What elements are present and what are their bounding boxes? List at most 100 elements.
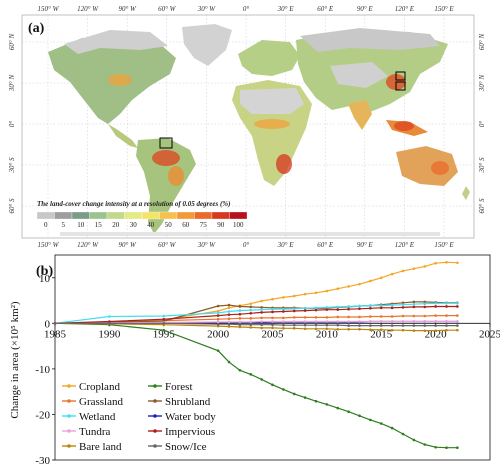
data-point	[249, 302, 253, 306]
data-point	[369, 418, 372, 422]
data-point	[423, 320, 427, 323]
data-point	[292, 307, 296, 311]
legend-swatch-marker	[67, 414, 71, 418]
data-point	[456, 261, 459, 265]
siberia-shape	[300, 28, 440, 52]
data-point	[271, 326, 274, 330]
data-point	[336, 287, 340, 291]
series-grassland	[53, 314, 459, 325]
colorbar-cell	[211, 211, 230, 220]
data-point	[336, 327, 340, 331]
data-point	[412, 302, 416, 306]
colorbar-tick-label: 90	[217, 221, 225, 229]
data-point	[358, 320, 361, 323]
data-point	[358, 315, 361, 319]
lon-label-top: 120° W	[77, 5, 99, 13]
data-point	[271, 383, 274, 387]
legend-entry: Tundra	[62, 426, 110, 438]
central-asia-shape	[330, 62, 388, 88]
data-point	[336, 406, 340, 410]
series-line	[54, 320, 458, 324]
lat-label-right: 60° S	[478, 198, 486, 214]
data-point	[379, 304, 383, 307]
data-point	[336, 320, 340, 323]
colorbar-cell	[194, 211, 213, 220]
series-cropland	[53, 260, 459, 325]
study-area-box-south-america	[159, 137, 173, 149]
legend-swatch-marker	[67, 384, 71, 388]
data-point	[379, 276, 383, 280]
data-point	[379, 422, 383, 425]
data-point	[249, 323, 253, 327]
data-point	[423, 302, 427, 306]
data-point	[434, 320, 437, 323]
legend-swatch-marker	[153, 429, 157, 433]
lon-label-bottom: 60° W	[158, 241, 177, 249]
data-point	[390, 320, 394, 323]
series-impervious	[53, 305, 459, 325]
data-point	[238, 323, 242, 327]
data-point	[456, 320, 459, 323]
data-point	[456, 328, 459, 332]
data-point	[271, 307, 274, 311]
y-tick-label: 0	[45, 318, 51, 330]
series-snow-ice	[53, 322, 459, 327]
chart-axes: 1985 1990 1995 2000 2005 2010 2015 2020 2025 -30 -…	[35, 273, 500, 467]
data-point	[379, 306, 383, 310]
lat-label-right: 60° N	[478, 34, 486, 51]
europe-shape	[238, 40, 300, 76]
legend-label: Wetland	[79, 411, 116, 423]
map-panel-label: (a)	[28, 21, 45, 36]
data-point	[358, 282, 361, 286]
colorbar: The land-cover change intensity at a res…	[36, 200, 248, 229]
lon-label-bottom: 0°	[243, 241, 250, 249]
data-point	[379, 324, 383, 327]
map-hotspots	[108, 74, 449, 186]
data-point	[401, 306, 405, 309]
data-point	[423, 265, 427, 268]
data-point	[53, 322, 57, 325]
data-point	[227, 325, 231, 328]
lon-label-top: 150° W	[38, 5, 60, 13]
lat-label-right: 30° S	[478, 157, 486, 174]
data-point	[434, 314, 437, 317]
data-point	[390, 426, 394, 430]
colorbar-tick-label: 30	[130, 221, 138, 229]
data-point	[412, 324, 416, 327]
series-line	[54, 305, 458, 324]
data-point	[423, 324, 427, 327]
x-tick-label: 2010	[316, 328, 339, 340]
data-point	[238, 305, 242, 308]
data-point	[216, 304, 220, 308]
legend-label: Forest	[165, 381, 193, 393]
data-point	[303, 323, 307, 327]
map-landmasses	[48, 24, 470, 236]
central-america-shape	[108, 124, 138, 148]
data-point	[434, 329, 437, 332]
data-point	[336, 323, 340, 327]
hotspot-australia-east	[431, 161, 449, 175]
data-point	[227, 313, 231, 316]
north-america-arctic-shape	[64, 30, 168, 54]
map-panel: 150° W 150° W 120° W 120° W 90° W 90° W 60° W 6…	[8, 5, 486, 249]
data-point	[227, 320, 231, 324]
hotspot-cerrado	[168, 166, 184, 186]
data-point	[292, 309, 296, 313]
data-point	[412, 305, 416, 309]
lon-label-bottom: 30° E	[277, 241, 295, 249]
lat-label-left: 0°	[8, 121, 16, 128]
data-point	[347, 410, 350, 414]
study-area-box-china-south	[395, 81, 406, 91]
data-point	[456, 301, 459, 305]
data-point	[303, 292, 307, 296]
lon-label-bottom: 150° W	[38, 241, 60, 249]
data-point	[412, 329, 416, 332]
data-point	[423, 305, 427, 309]
data-point	[227, 303, 231, 307]
data-point	[249, 312, 253, 315]
data-point	[249, 373, 253, 376]
lat-label-left: 60° S	[8, 198, 16, 214]
y-tick-label: -10	[35, 364, 50, 376]
lon-label-top: 30° E	[277, 5, 295, 13]
series-line	[54, 322, 458, 332]
